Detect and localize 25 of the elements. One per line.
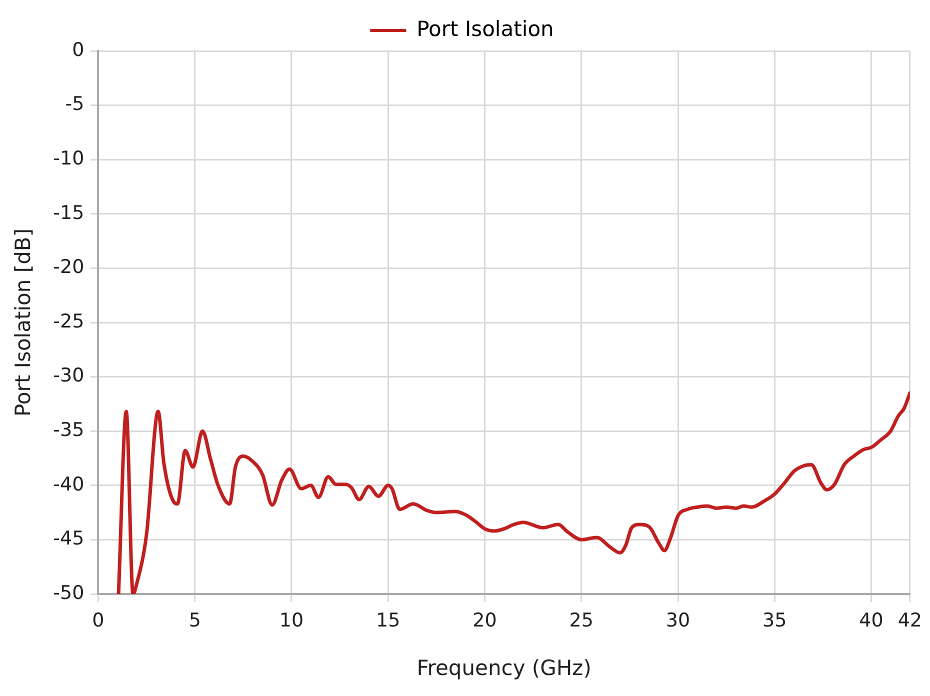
y-tick-label: -30: [53, 364, 84, 387]
y-tick-label: -50: [53, 582, 84, 604]
x-axis-title: Frequency (GHz): [416, 656, 592, 680]
y-tick-label: -20: [53, 256, 84, 278]
x-tick-label: 42: [898, 609, 922, 632]
y-tick-label: -45: [53, 528, 84, 550]
y-axis-title: Port Isolation [dB]: [11, 228, 36, 417]
x-tick-label: 35: [762, 609, 787, 632]
x-tick-label: 40: [859, 609, 884, 632]
y-tick-label: -35: [53, 419, 84, 442]
x-tick-label: 0: [92, 609, 104, 632]
y-tick-label: -25: [53, 310, 84, 332]
x-tick-label: 20: [472, 609, 497, 632]
y-tick-label: 0: [72, 38, 84, 61]
y-tick-label: -40: [53, 473, 84, 496]
x-tick-label: 30: [666, 609, 690, 632]
y-tick-label: -10: [53, 148, 84, 170]
x-tick-label: 15: [376, 609, 400, 632]
line-series: [116, 391, 910, 594]
x-tick-label: 10: [279, 609, 304, 632]
x-tick-label: 5: [188, 609, 201, 632]
legend-label: Port Isolation: [416, 16, 554, 41]
y-tick-label: -15: [53, 202, 84, 224]
y-tick-label: -5: [65, 93, 84, 116]
x-tick-label: 25: [569, 609, 594, 632]
